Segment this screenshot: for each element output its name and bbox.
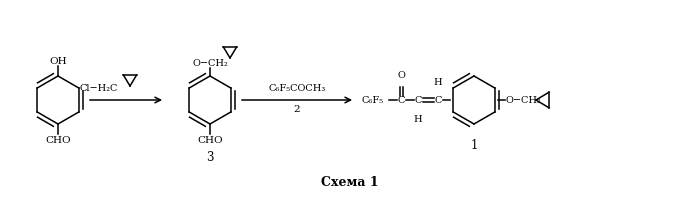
Text: C: C bbox=[397, 96, 405, 105]
Text: C₆F₅: C₆F₅ bbox=[362, 96, 384, 105]
Text: H: H bbox=[433, 78, 442, 87]
Text: 2: 2 bbox=[294, 104, 301, 113]
Text: 1: 1 bbox=[470, 138, 477, 151]
Text: Схема 1: Схема 1 bbox=[321, 175, 379, 188]
Text: 3: 3 bbox=[206, 150, 214, 163]
Text: O−CH₂: O−CH₂ bbox=[192, 59, 228, 68]
Text: O−CH₂: O−CH₂ bbox=[506, 96, 542, 105]
Text: Cl−H₂C: Cl−H₂C bbox=[80, 84, 118, 93]
Text: OH: OH bbox=[49, 57, 67, 66]
Text: C: C bbox=[415, 96, 421, 105]
Text: C: C bbox=[434, 96, 442, 105]
Text: CHO: CHO bbox=[45, 135, 71, 144]
Text: H: H bbox=[414, 114, 422, 123]
Text: O: O bbox=[397, 71, 405, 80]
Text: C₆F₅COCH₃: C₆F₅COCH₃ bbox=[268, 84, 326, 93]
Text: CHO: CHO bbox=[197, 135, 223, 144]
